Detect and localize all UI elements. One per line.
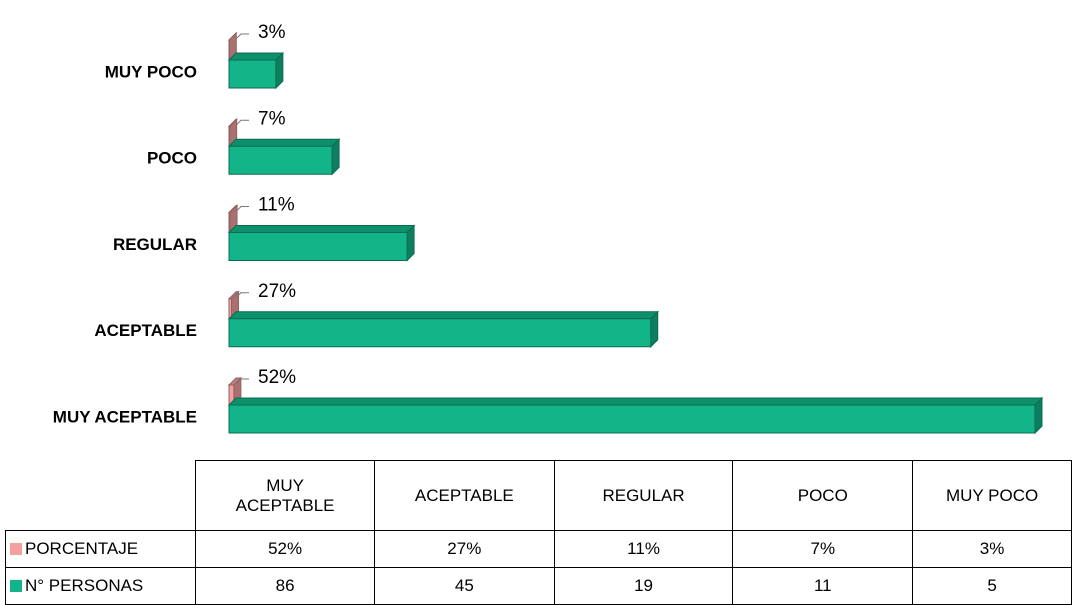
header-cell: MUY ACEPTABLE <box>195 460 375 531</box>
header-text: POCO <box>797 485 848 505</box>
data-label: 3% <box>258 22 286 43</box>
table-value: 5 <box>912 567 1072 605</box>
table-value: 86 <box>195 567 375 605</box>
bar-top <box>227 397 1044 406</box>
bar-side <box>275 51 284 90</box>
row-header: PORCENTAJE <box>4 530 197 568</box>
bar-top <box>227 311 659 320</box>
bar <box>227 310 659 348</box>
bar-top <box>227 138 341 147</box>
bar-top <box>227 225 416 233</box>
bar <box>227 396 1044 435</box>
bar-side <box>406 224 415 262</box>
data-row: N° PERSONAS 86 45 19 11 5 <box>4 567 1072 605</box>
leader-line <box>236 206 249 211</box>
legend-label: PORCENTAJE <box>25 539 139 558</box>
header-cell: REGULAR <box>553 460 734 531</box>
table-value: 27% <box>373 530 555 568</box>
table-value: 19 <box>553 567 734 605</box>
bar-face <box>228 318 652 348</box>
table-value: 3% <box>912 530 1072 568</box>
bar-face <box>228 145 333 175</box>
bar <box>227 51 285 90</box>
table-value: 11% <box>553 530 734 568</box>
table-value: 52% <box>195 530 375 568</box>
category-label: POCO <box>147 149 197 168</box>
table-value: 11 <box>732 567 914 605</box>
bar-face <box>228 59 277 89</box>
header-text: ACEPTABLE <box>414 485 514 505</box>
leader-line <box>236 292 249 298</box>
leader-line <box>236 33 249 39</box>
category-label: MUY POCO <box>105 62 197 81</box>
bar <box>227 224 416 262</box>
bar <box>227 138 341 176</box>
bar-side <box>1034 396 1043 435</box>
header-text: MUY ACEPTABLE <box>235 475 335 515</box>
header-cell: POCO <box>732 460 914 531</box>
bar-side <box>331 138 340 176</box>
data-label: 11% <box>258 195 295 216</box>
header-cell: MUY POCO <box>912 460 1072 531</box>
header-text: REGULAR <box>602 485 685 505</box>
leader-line <box>236 378 249 384</box>
category-label: MUY ACEPTABLE <box>53 407 197 426</box>
category-label: ACEPTABLE <box>94 321 197 340</box>
bar-side <box>650 310 659 348</box>
bar-top <box>227 52 285 61</box>
header-text: MUY POCO <box>945 485 1039 505</box>
row-header: N° PERSONAS <box>4 567 197 605</box>
chart: MUY ACEPTABLE 52% ACEPTABLE 27% REGULAR 11% PO… <box>53 22 1044 435</box>
data-label: 7% <box>258 108 286 129</box>
header-row: MUY ACEPTABLE ACEPTABLE REGULAR POCO MUY POC… <box>5 460 1072 531</box>
data-row: PORCENTAJE 52% 27% 11% 7% 3% <box>4 530 1072 568</box>
legend-swatch <box>10 543 22 555</box>
leader-line <box>236 119 249 125</box>
data-table: MUY ACEPTABLE ACEPTABLE REGULAR POCO MUY POC… <box>4 460 1072 605</box>
data-label: 27% <box>258 281 296 302</box>
legend-label: N° PERSONAS <box>25 576 144 595</box>
bar-face <box>228 404 1036 434</box>
table-value: 7% <box>732 530 914 568</box>
data-label: 52% <box>258 367 296 388</box>
legend-swatch <box>10 580 22 592</box>
corner-cell <box>5 460 197 531</box>
header-cell: ACEPTABLE <box>373 460 555 531</box>
table-value: 45 <box>373 567 555 605</box>
bar-face <box>228 232 408 261</box>
category-label: REGULAR <box>113 235 197 254</box>
